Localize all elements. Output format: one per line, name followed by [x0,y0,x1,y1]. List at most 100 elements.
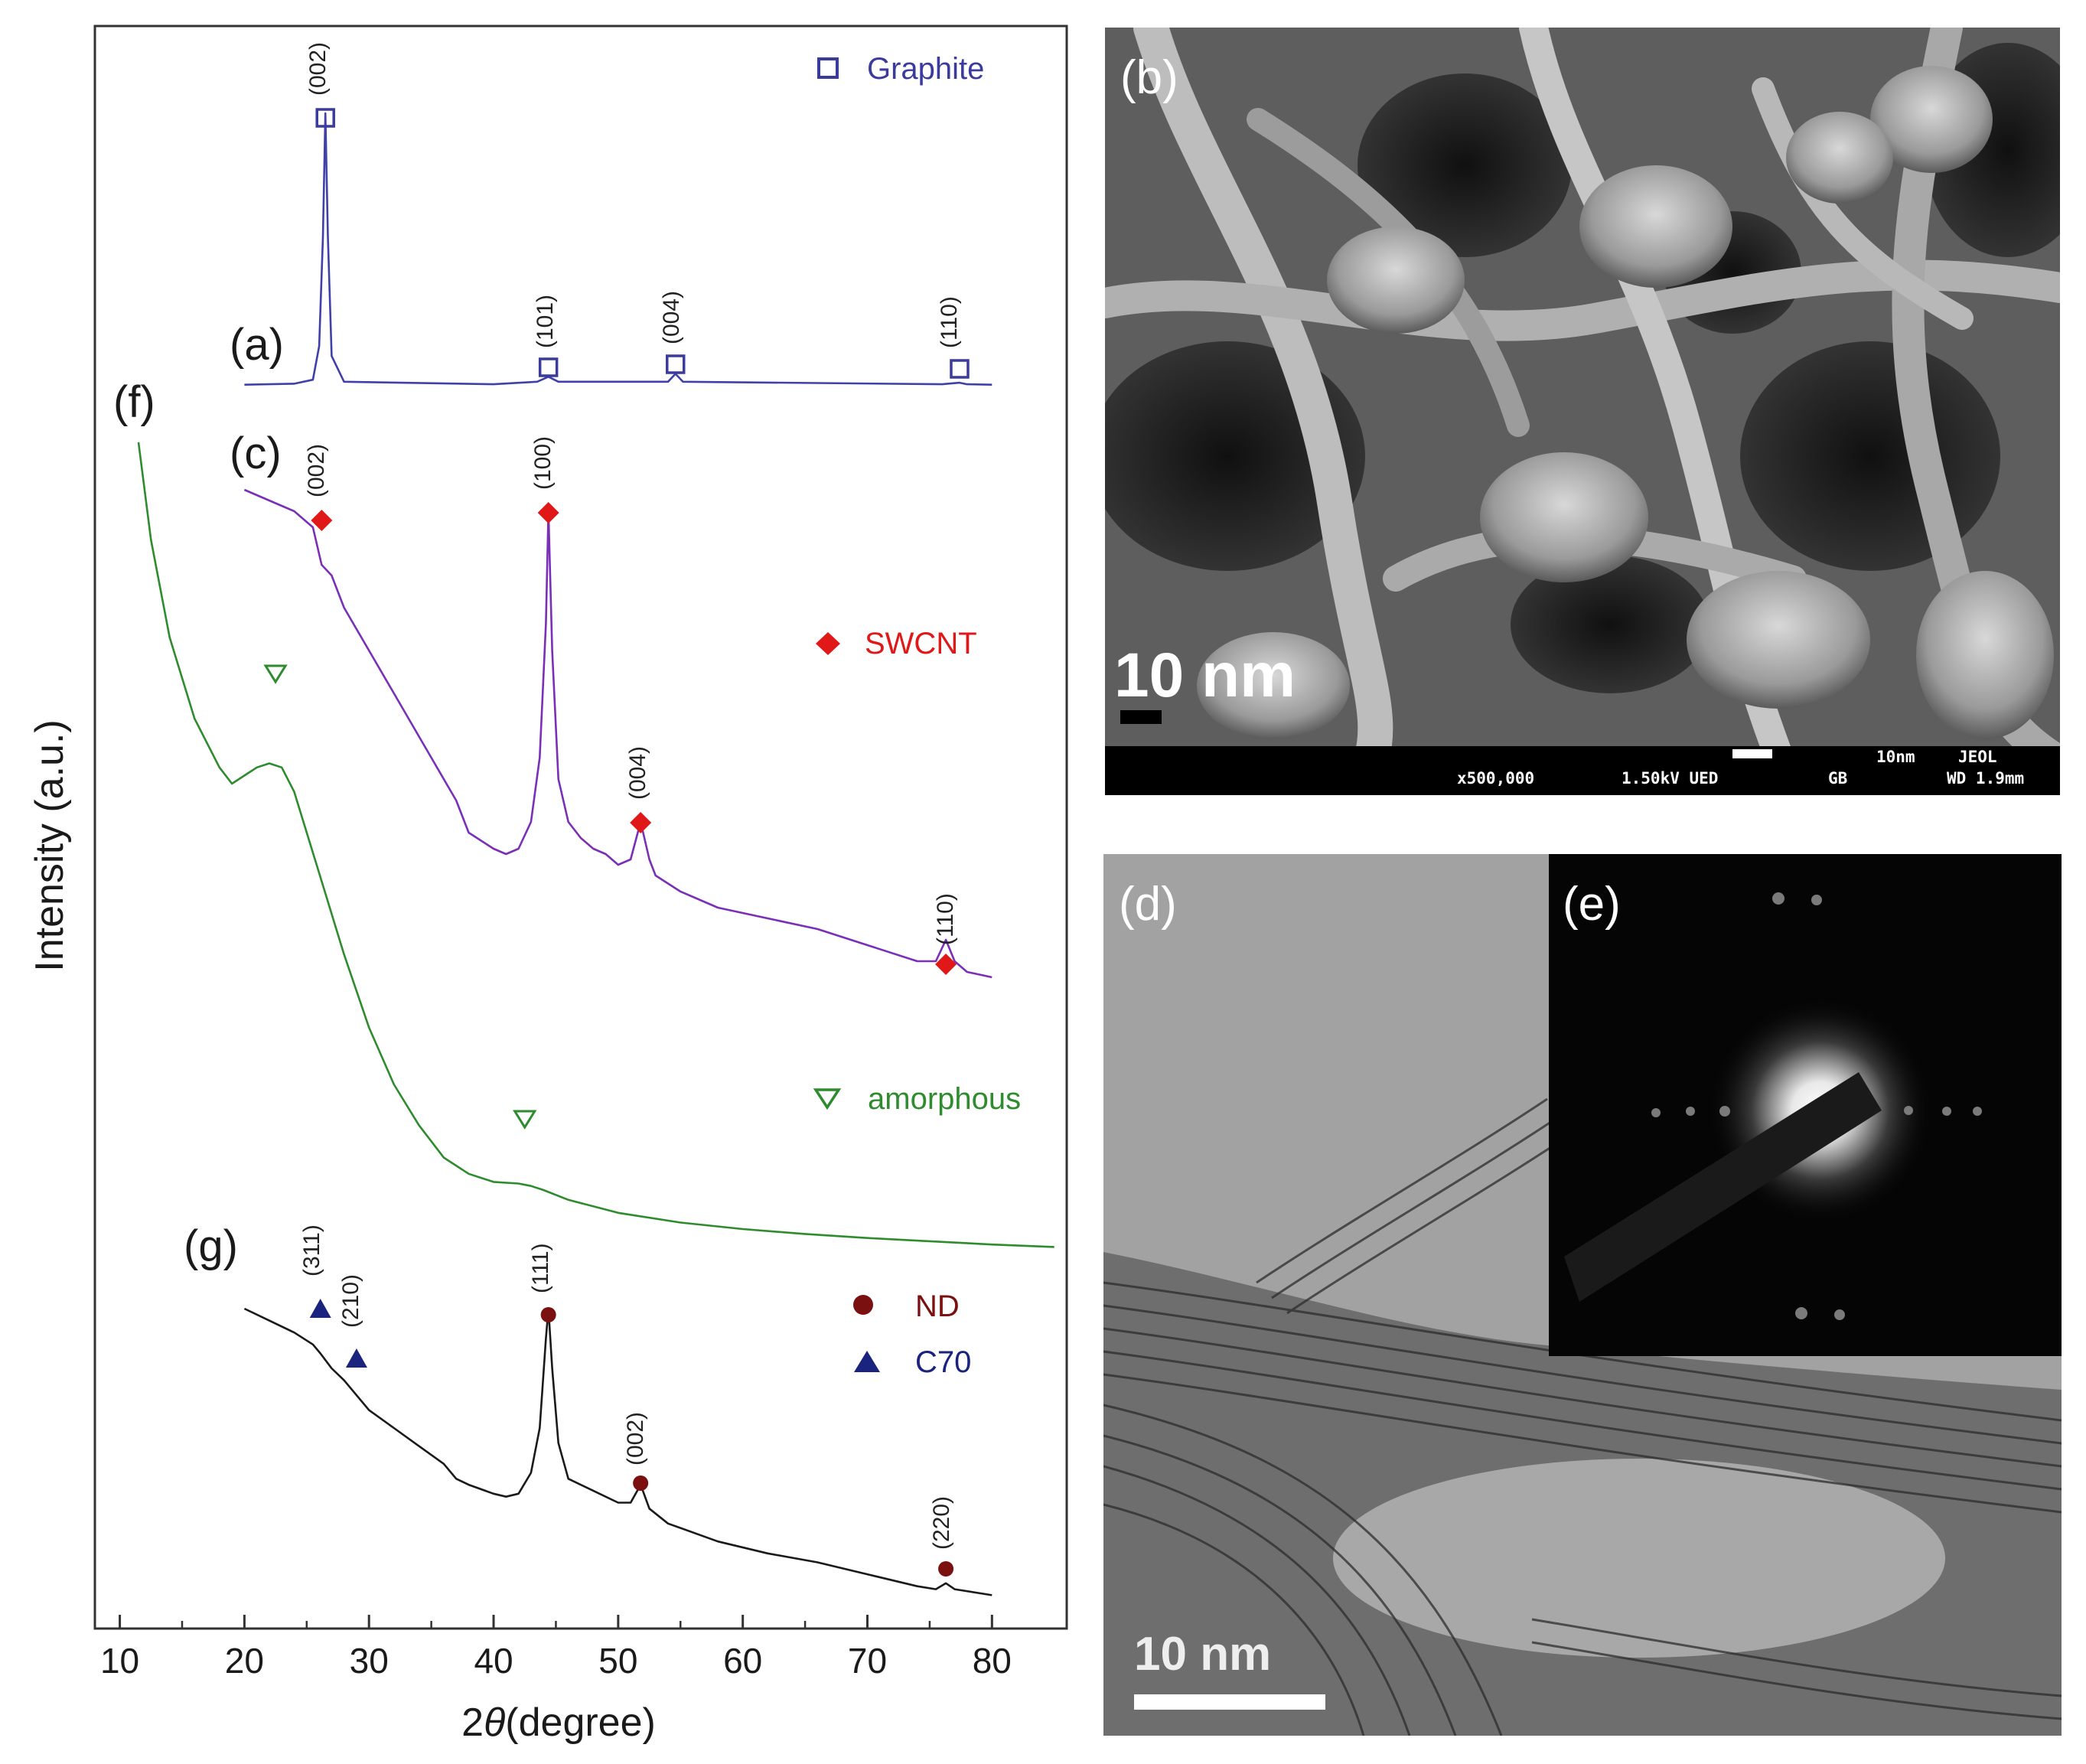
peak-label-c-002: (002) [304,444,329,497]
amorphous-marker-1 [263,664,288,684]
x-axis-label-theta: θ [484,1700,505,1745]
sem-blob [1916,571,2054,739]
x-tick-label: 60 [723,1641,762,1681]
legend-c70-marker [854,1351,880,1372]
sem-blob [1579,165,1732,288]
sem-blob [1197,632,1350,739]
x-tick-label: 10 [100,1641,139,1681]
tem-tube-bundle [1103,1097,2062,1736]
peak-label-a-002: (002) [305,42,331,96]
legend-nd-marker [853,1295,873,1315]
xrd-curve-g [243,1307,992,1596]
legend-graphite-label: Graphite [867,52,984,86]
diffraction-pattern [1549,854,2062,1356]
panel-label-g: (g) [184,1221,238,1271]
xrd-chart: 10 20 30 40 50 60 70 80 Intensity (a.u.) 2θ(deg… [28,24,1068,1745]
legend-c70-label: C70 [915,1345,971,1379]
panel-label-b: (b) [1120,51,1178,104]
peak-label-g-002: (002) [623,1412,648,1466]
sem-fiber [1133,28,1393,795]
panel-label-f: (f) [113,377,155,427]
peak-label-g-111: (111) [528,1243,553,1293]
swcnt-marker-004 [630,812,652,833]
sem-pore [1740,341,2000,571]
y-axis-label: Intensity (a.u.) [28,719,72,971]
tem-scalebar-label: 10 nm [1134,1628,1272,1681]
sem-pore [1358,73,1572,257]
x-tick-label: 70 [848,1641,887,1681]
swcnt-marker-002 [311,510,333,531]
sem-info-voltage: 1.50kV UED [1622,769,1719,787]
peak-label-g-311: (311) [299,1224,324,1277]
diffraction-inset: (e) [1549,854,2062,1356]
sem-info-brand: JEOL [1958,748,1997,766]
tem-hole [1333,1459,1945,1658]
peak-label-c-004: (004) [625,746,650,800]
sem-scalebar-label: 10 nm [1114,641,1296,710]
legend-swcnt-marker [816,632,840,655]
chart-text: Intensity (a.u.) 2θ(degree) (a) (c) (f) … [28,42,1021,1745]
sem-blob [1480,452,1648,582]
x-axis-label-suffix: (degree) [505,1700,656,1745]
tem-image-panel: (d) 10 nm (e) [1103,854,2062,1736]
peak-label-c-110: (110) [933,893,958,945]
x-tick-label: 30 [350,1641,389,1681]
x-axis-label: 2θ(degree) [461,1700,656,1745]
sem-info-bar: 10nm JEOL x500,000 1.50kV UED GB WD 1.9m… [1105,746,2060,795]
sem-fiber [1752,77,1974,330]
nd-marker-002 [633,1475,649,1491]
nd-marker-220 [938,1561,954,1577]
peak-label-g-210: (210) [338,1274,363,1328]
swcnt-marker-100 [537,502,559,523]
plot-border [93,24,1068,1630]
plot-frame [93,24,1068,1630]
peak-label-a-101: (101) [533,295,558,348]
xrd-curve-c [243,488,992,979]
legend-graphite-marker [817,57,839,79]
x-tick-label: 80 [973,1641,1012,1681]
peak-label-g-220: (220) [929,1496,954,1550]
sem-image-panel: (b) 10 nm 10nm JEOL x500,000 1.50kV UED … [1105,28,2060,795]
sem-blob [1786,112,1893,204]
c70-marker-210 [345,1348,367,1368]
sem-info-magnification: x500,000 [1457,769,1535,787]
panel-label-e: (e) [1563,878,1621,931]
legend-nd-label: ND [915,1290,960,1323]
sem-info-scale: 10nm [1876,748,1915,766]
legend-swcnt-label: SWCNT [865,627,977,660]
x-tick-label: 20 [225,1641,264,1681]
sem-info-wd: WD 1.9mm [1947,769,2025,787]
tem-scalebar [1134,1694,1325,1710]
graphite-marker-002 [315,108,335,128]
sem-micrograph [1105,28,2060,795]
sem-info-mode: GB [1828,769,1848,787]
legend-amorphous-marker [813,1088,842,1110]
nd-marker-111 [540,1307,556,1322]
xrd-curve-f [137,442,1054,1248]
graphite-marker-004 [665,354,686,374]
panel-label-d: (d) [1119,878,1177,931]
xrd-curve-a [244,112,992,386]
sem-blob [1870,66,1993,173]
x-axis-ticks: 10 20 30 40 50 60 70 80 [100,1615,1012,1681]
c70-marker-311 [309,1299,331,1318]
legend-amorphous-label: amorphous [868,1082,1021,1116]
graphite-marker-110 [950,359,970,379]
sem-blob [1687,571,1870,709]
peak-label-a-110: (110) [937,296,962,348]
sem-info-scalebar [1732,749,1772,758]
diffraction-spots [1651,892,1982,1320]
sem-pore [1511,556,1710,693]
x-tick-label: 50 [598,1641,637,1681]
amorphous-marker-2 [513,1110,537,1130]
data-curves [137,112,1054,1596]
swcnt-marker-110 [935,954,957,975]
panel-label-a: (a) [230,320,284,370]
x-tick-label: 40 [474,1641,513,1681]
graphite-marker-101 [538,357,559,377]
beam-stop [1564,1072,1882,1302]
peak-label-c-100: (100) [530,436,556,490]
sem-blob [1327,227,1465,334]
panel-label-c: (c) [230,429,282,478]
x-axis-label-prefix: 2 [461,1700,484,1745]
